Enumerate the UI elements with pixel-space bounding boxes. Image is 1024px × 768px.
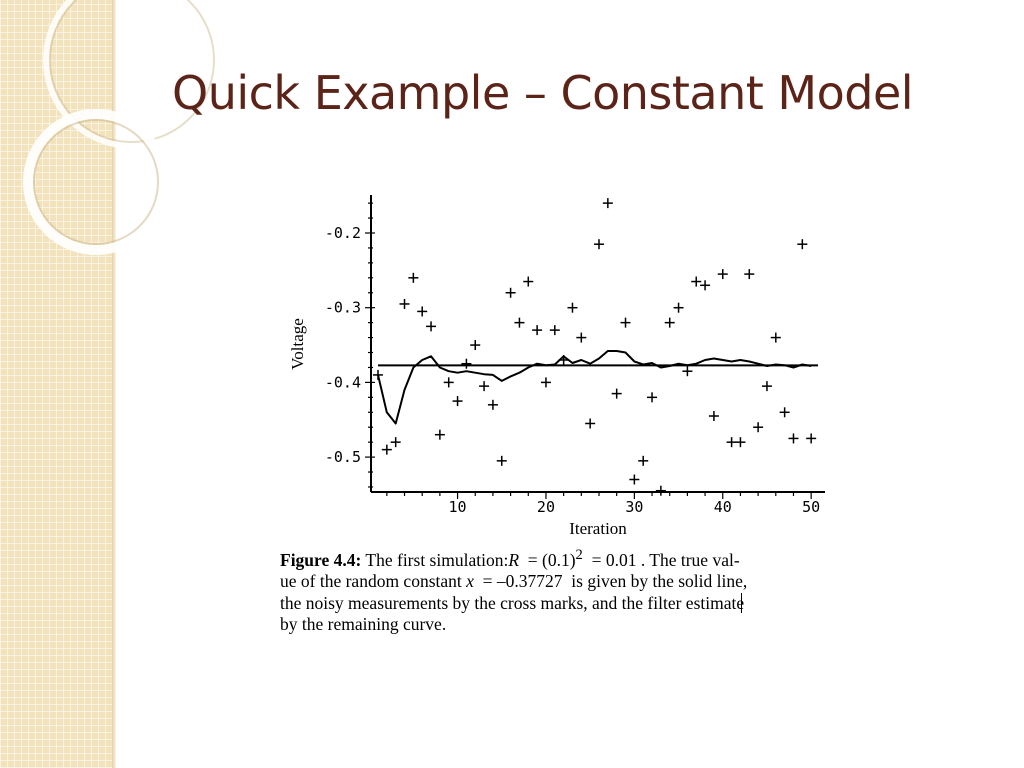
measurement-mark bbox=[638, 455, 649, 466]
caption-r-symbol: R bbox=[508, 549, 520, 570]
sidebar-edge bbox=[112, 0, 116, 768]
measurement-mark bbox=[381, 444, 392, 455]
measurement-mark bbox=[708, 411, 719, 422]
measurement-marks-group bbox=[373, 198, 817, 496]
caption-text-6: by the remaining curve. bbox=[280, 614, 447, 635]
measurement-mark bbox=[443, 377, 454, 388]
measurement-mark bbox=[761, 381, 772, 392]
measurement-mark bbox=[576, 332, 587, 343]
measurement-mark bbox=[735, 437, 746, 448]
decorative-ring-top bbox=[43, 0, 221, 149]
measurement-mark bbox=[655, 485, 666, 496]
measurement-mark bbox=[505, 287, 516, 298]
measurement-mark bbox=[567, 302, 578, 313]
filter-estimate-group bbox=[377, 350, 812, 425]
text-cursor bbox=[741, 592, 743, 613]
x-tick-label: 40 bbox=[714, 498, 732, 516]
measurement-mark bbox=[797, 239, 808, 250]
caption-text-5: the noisy measurements by the cross mark… bbox=[280, 592, 745, 613]
measurement-mark bbox=[558, 354, 569, 365]
caption-text-3: ue of the random constant bbox=[280, 571, 462, 592]
measurement-mark bbox=[673, 302, 684, 313]
measurement-mark bbox=[496, 455, 507, 466]
measurement-mark bbox=[682, 366, 693, 377]
measurement-mark bbox=[585, 418, 596, 429]
measurement-mark bbox=[806, 433, 817, 444]
measurement-mark bbox=[417, 306, 428, 317]
x-axis-title: Iteration bbox=[569, 519, 627, 538]
filter-estimate-curve bbox=[377, 350, 812, 425]
measurement-mark bbox=[602, 198, 613, 209]
measurement-mark bbox=[744, 269, 755, 280]
caption-x-value: = –0.37727 bbox=[482, 571, 563, 592]
caption-r-result: = 0.01 bbox=[591, 549, 637, 570]
decorative-ring-bottom-shade bbox=[33, 119, 159, 245]
measurement-mark bbox=[523, 276, 534, 287]
decorative-ring-top-shade bbox=[49, 0, 215, 143]
measurement-mark bbox=[461, 358, 472, 369]
measurement-mark bbox=[620, 317, 631, 328]
y-tick-label: -0.4 bbox=[325, 373, 361, 391]
measurement-mark bbox=[753, 422, 764, 433]
measurement-mark bbox=[390, 437, 401, 448]
x-tick-label: 30 bbox=[625, 498, 643, 516]
chart-axes: -0.5 -0.4 -0.3 -0.2 10 20 30 40 50 Iteration Volta… bbox=[288, 195, 825, 538]
measurement-mark bbox=[373, 369, 383, 380]
measurement-mark bbox=[549, 325, 560, 336]
caption-r-exponent: 2 bbox=[575, 547, 583, 563]
y-tick-label: -0.2 bbox=[325, 224, 361, 242]
measurement-mark bbox=[629, 474, 640, 485]
measurement-mark bbox=[770, 332, 781, 343]
x-tick-label: 10 bbox=[449, 498, 467, 516]
x-tick-label: 20 bbox=[537, 498, 555, 516]
measurement-mark bbox=[611, 388, 622, 399]
measurement-mark bbox=[514, 317, 525, 328]
measurement-mark bbox=[726, 437, 737, 448]
decorative-rings bbox=[23, 0, 221, 255]
caption-text-2: . The true val- bbox=[640, 549, 740, 570]
measurement-mark bbox=[434, 429, 445, 440]
measurement-mark bbox=[540, 377, 551, 388]
caption-label: Figure 4.4: bbox=[280, 549, 362, 570]
measurement-mark bbox=[479, 381, 490, 392]
caption-x-symbol: x bbox=[466, 571, 474, 592]
caption-text-1: The first simulation: bbox=[365, 549, 509, 570]
measurement-mark bbox=[664, 317, 675, 328]
measurement-mark bbox=[452, 396, 463, 407]
measurement-mark bbox=[408, 272, 419, 283]
y-tick-label: -0.5 bbox=[325, 448, 361, 466]
measurement-mark bbox=[532, 325, 543, 336]
measurement-mark bbox=[647, 392, 658, 403]
figure-caption: Figure 4.4: The first simulation:R = (0.… bbox=[280, 545, 860, 636]
measurement-mark bbox=[470, 340, 481, 351]
y-tick-label: -0.3 bbox=[325, 299, 361, 317]
measurement-mark bbox=[700, 280, 711, 291]
x-tick-label: 50 bbox=[802, 498, 820, 516]
measurement-mark bbox=[717, 269, 728, 280]
y-axis-title: Voltage bbox=[288, 318, 307, 370]
measurement-mark bbox=[426, 321, 437, 332]
slide-title: Quick Example – Constant Model bbox=[172, 66, 914, 120]
caption-text-4: is given by the solid line, bbox=[571, 571, 748, 592]
caption-r-equation: = (0.1) bbox=[527, 549, 576, 570]
measurement-mark bbox=[691, 276, 702, 287]
measurement-mark bbox=[779, 407, 790, 418]
measurement-mark bbox=[594, 239, 604, 250]
measurement-mark bbox=[399, 298, 410, 309]
measurement-mark bbox=[487, 399, 498, 410]
decorative-ring-bottom bbox=[23, 109, 169, 255]
measurement-mark bbox=[788, 433, 799, 444]
